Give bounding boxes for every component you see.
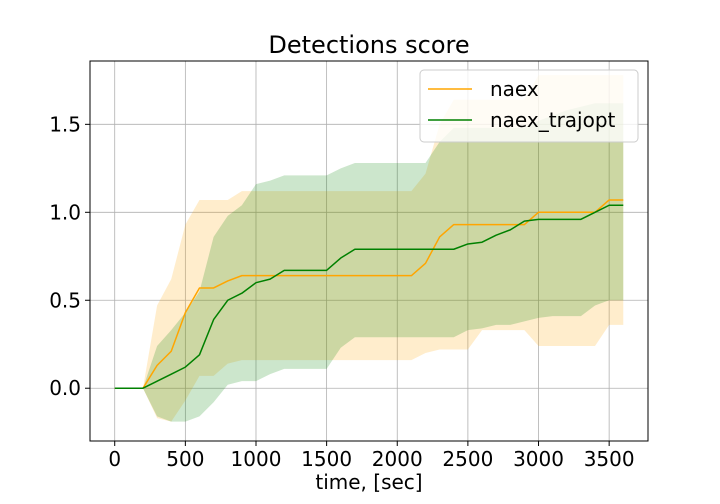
series-lines	[114, 199, 624, 389]
x-tick-label: 500	[166, 447, 204, 471]
x-tick-label: 0	[108, 447, 121, 471]
y-tick-label: 0.5	[49, 288, 81, 312]
legend-label-naex: naex	[490, 77, 539, 101]
x-tick-label: 3000	[513, 447, 564, 471]
legend-box	[419, 69, 639, 143]
x-tick-label: 2500	[442, 447, 493, 471]
y-tick-label: 0.0	[49, 376, 81, 400]
x-tick-label: 3500	[584, 447, 635, 471]
band-naex	[114, 75, 624, 422]
legend-label-naex-trajopt: naex_trajopt	[490, 108, 616, 132]
legend: naex naex_trajopt	[419, 69, 639, 143]
x-tick-label: 1000	[231, 447, 282, 471]
band-naex-trajopt	[114, 103, 624, 422]
chart-title: Detections score	[268, 31, 469, 59]
y-tick-label: 1.5	[49, 112, 81, 136]
y-tick-label: 1.0	[49, 200, 81, 224]
line-naex	[114, 199, 624, 389]
x-tick-label: 2000	[372, 447, 423, 471]
axis-ticks: 0 500 1000 1500 2000 2500 3000 3500 0.0 0.5 1.0 1.5	[49, 112, 634, 471]
x-tick-label: 1500	[301, 447, 352, 471]
line-naex-trajopt	[114, 204, 624, 389]
confidence-bands	[114, 75, 624, 422]
x-axis-label: time, [sec]	[315, 470, 422, 494]
plot-frame	[89, 60, 649, 442]
